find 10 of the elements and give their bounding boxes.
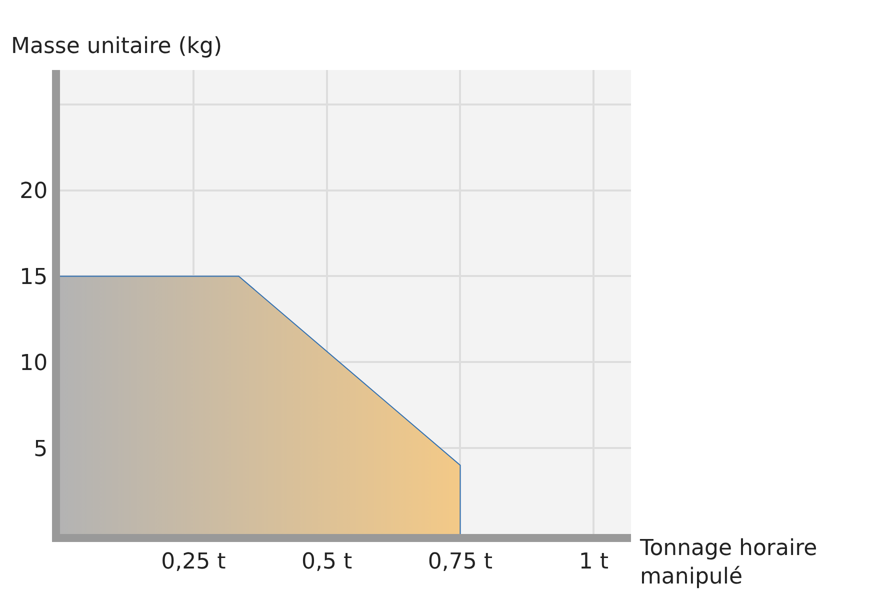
y-tick-label: 20: [20, 179, 48, 204]
y-tick-label: 10: [20, 350, 48, 376]
y-tick-label: 15: [20, 264, 48, 290]
x-axis-title: Tonnage horaire manipulé: [639, 536, 818, 590]
y-tick-label: 5: [34, 436, 48, 462]
x-tick-label: 1 t: [578, 549, 609, 574]
x-tick-label: 0,75 t: [428, 549, 493, 574]
y-axis-title: Masse unitaire (kg): [11, 34, 222, 59]
x-tick-label: 0,25 t: [161, 549, 226, 574]
x-tick-label: 0,5 t: [302, 549, 352, 574]
